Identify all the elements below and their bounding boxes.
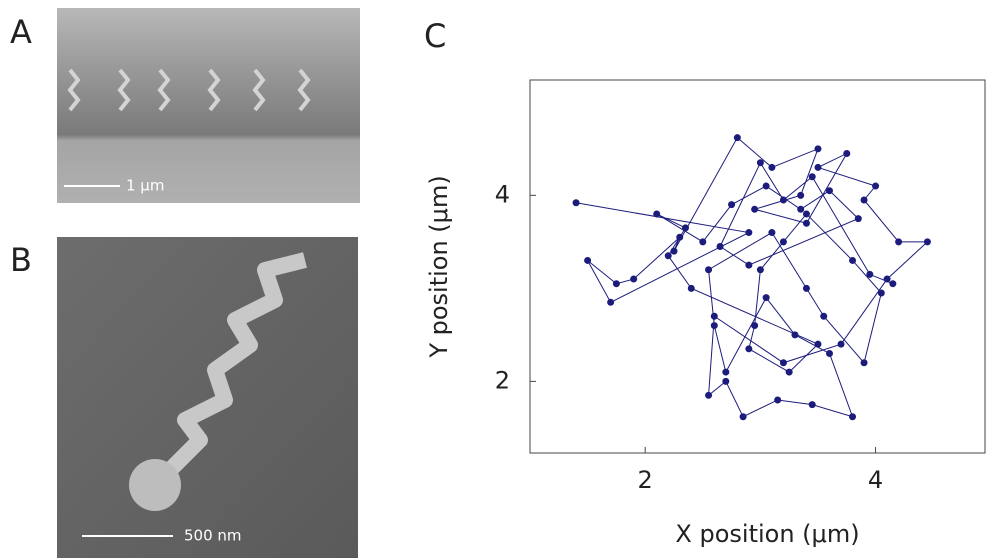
point [630, 275, 638, 283]
point [791, 331, 799, 339]
point [802, 284, 810, 292]
point [802, 219, 810, 227]
point [722, 368, 730, 376]
point [756, 266, 764, 274]
point [722, 377, 730, 385]
point [849, 256, 857, 264]
point [923, 238, 931, 246]
y-tick-label: 4 [495, 180, 510, 208]
point [607, 298, 615, 306]
point [751, 205, 759, 213]
point [687, 284, 695, 292]
point [849, 413, 857, 421]
point [756, 159, 764, 167]
point [820, 312, 828, 320]
point [808, 401, 816, 409]
point [797, 205, 805, 213]
panel-label: C [424, 17, 446, 55]
point [710, 322, 718, 330]
scale-bar-label: 500 nm [184, 527, 242, 545]
helix [154, 252, 307, 486]
point [768, 229, 776, 237]
point [779, 238, 787, 246]
point [699, 238, 707, 246]
point [779, 196, 787, 204]
y-tick-label: 2 [495, 366, 510, 394]
x-axis-label: X position (μm) [675, 520, 859, 548]
point [705, 266, 713, 274]
point [572, 199, 580, 207]
point [774, 396, 782, 404]
point [584, 256, 592, 264]
point [895, 238, 903, 246]
point [872, 182, 880, 190]
point [779, 359, 787, 367]
point [682, 224, 690, 232]
point [745, 345, 753, 353]
point [664, 252, 672, 260]
point [653, 210, 661, 218]
point [837, 340, 845, 348]
helix-array [67, 68, 311, 112]
scale-bar-label: 1 μm [126, 177, 164, 195]
point [716, 243, 724, 251]
point [883, 275, 891, 283]
x-tick-label: 2 [638, 466, 653, 494]
x-tick-label: 4 [868, 466, 883, 494]
point [612, 280, 620, 288]
point [733, 134, 741, 142]
point [785, 368, 793, 376]
point [728, 201, 736, 209]
point [877, 289, 885, 297]
point [860, 196, 868, 204]
point [814, 145, 822, 153]
point [762, 294, 770, 302]
panel-label: A [10, 13, 32, 51]
point [745, 261, 753, 269]
panel-label: B [10, 241, 32, 279]
point [762, 182, 770, 190]
chart: 2 4 2 4 X position (μm) Y position (μm) [425, 79, 986, 548]
point [866, 270, 874, 278]
point [739, 413, 747, 421]
point [797, 191, 805, 199]
point [843, 149, 851, 157]
panel-b: 500 nm B [10, 237, 358, 558]
point [676, 233, 684, 241]
plot-frame [529, 79, 986, 454]
sem-image [57, 8, 360, 203]
y-axis-label: Y position (μm) [425, 175, 453, 358]
point [860, 359, 868, 367]
point [768, 163, 776, 171]
point [814, 163, 822, 171]
helix-head [129, 459, 181, 511]
point [670, 247, 678, 255]
point [705, 391, 713, 399]
point [825, 187, 833, 195]
point [889, 280, 897, 288]
point [751, 322, 759, 330]
point [825, 349, 833, 357]
point [745, 229, 753, 237]
point [802, 210, 810, 218]
point [710, 312, 718, 320]
trajectory [575, 136, 929, 418]
point [854, 215, 862, 223]
point [814, 340, 822, 348]
point [808, 173, 816, 181]
sem-image [57, 237, 358, 558]
panel-a: 1 μm A [10, 8, 360, 203]
